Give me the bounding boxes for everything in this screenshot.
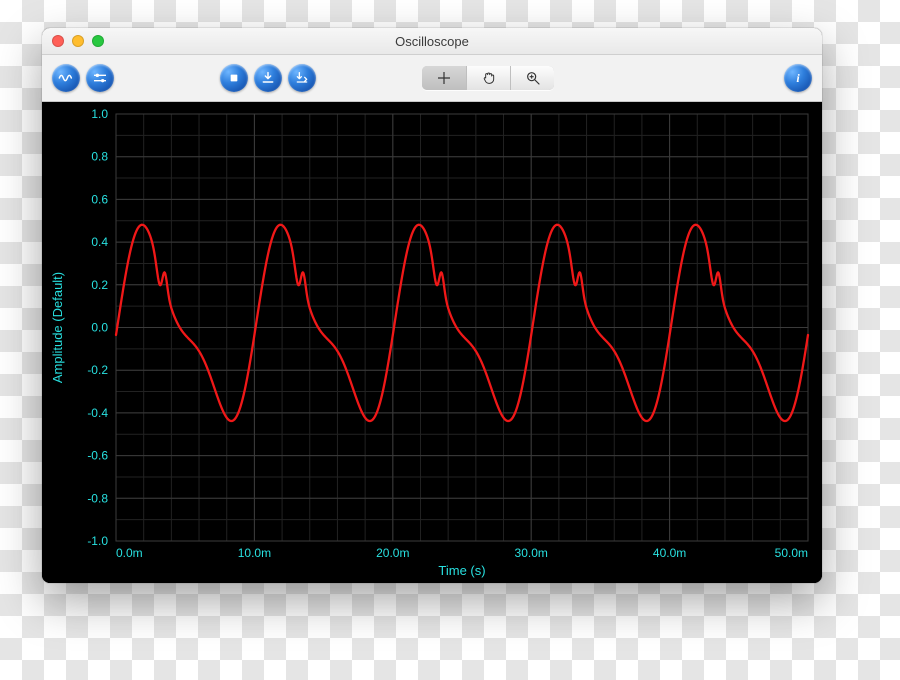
minimize-button[interactable] <box>72 35 84 47</box>
crosshair-mode-button[interactable] <box>422 66 466 90</box>
zoom-mode-button[interactable] <box>510 66 554 90</box>
pan-mode-button[interactable] <box>466 66 510 90</box>
oscilloscope-window: Oscilloscope <box>42 28 822 583</box>
svg-text:0.0: 0.0 <box>91 321 108 335</box>
close-button[interactable] <box>52 35 64 47</box>
svg-text:-0.6: -0.6 <box>87 449 108 463</box>
svg-text:30.0m: 30.0m <box>515 546 548 560</box>
svg-text:1.0: 1.0 <box>91 107 108 121</box>
svg-text:-0.2: -0.2 <box>87 363 108 377</box>
crosshair-icon <box>436 70 452 86</box>
svg-text:-0.8: -0.8 <box>87 491 108 505</box>
info-icon: i <box>790 70 806 86</box>
svg-text:10.0m: 10.0m <box>238 546 271 560</box>
window-title: Oscilloscope <box>42 34 822 49</box>
svg-text:0.2: 0.2 <box>91 278 108 292</box>
titlebar: Oscilloscope <box>42 28 822 55</box>
svg-text:Amplitude (Default): Amplitude (Default) <box>50 272 65 383</box>
waveform-button[interactable] <box>52 64 80 92</box>
traffic-lights <box>42 35 104 47</box>
svg-text:0.4: 0.4 <box>91 235 108 249</box>
save-button[interactable] <box>254 64 282 92</box>
svg-text:50.0m: 50.0m <box>775 546 808 560</box>
toolbar: i <box>42 55 822 102</box>
svg-text:20.0m: 20.0m <box>376 546 409 560</box>
svg-text:-1.0: -1.0 <box>87 534 108 548</box>
download-icon <box>260 70 276 86</box>
svg-text:-0.4: -0.4 <box>87 406 108 420</box>
sliders-icon <box>92 70 108 86</box>
info-button[interactable]: i <box>784 64 812 92</box>
export-button[interactable] <box>288 64 316 92</box>
svg-text:0.0m: 0.0m <box>116 546 143 560</box>
magnifier-icon <box>525 70 541 86</box>
stop-icon <box>226 70 242 86</box>
svg-text:40.0m: 40.0m <box>653 546 686 560</box>
svg-text:0.8: 0.8 <box>91 150 108 164</box>
zoom-button[interactable] <box>92 35 104 47</box>
export-icon <box>294 70 310 86</box>
oscilloscope-plot[interactable]: 0.0m 10.0m 20.0m 30.0m 40.0m 50.0m -1.0 -0.8 -0.… <box>42 102 822 583</box>
hand-icon <box>481 70 497 86</box>
settings-button[interactable] <box>86 64 114 92</box>
svg-text:0.6: 0.6 <box>91 192 108 206</box>
svg-text:i: i <box>796 71 800 85</box>
plot-svg: 0.0m 10.0m 20.0m 30.0m 40.0m 50.0m -1.0 -0.8 -0.… <box>42 102 822 583</box>
checker-background: Oscilloscope <box>0 0 900 680</box>
svg-text:Time (s): Time (s) <box>438 563 485 578</box>
waveform-icon <box>58 70 74 86</box>
cursor-mode-segment <box>422 66 554 90</box>
stop-button[interactable] <box>220 64 248 92</box>
